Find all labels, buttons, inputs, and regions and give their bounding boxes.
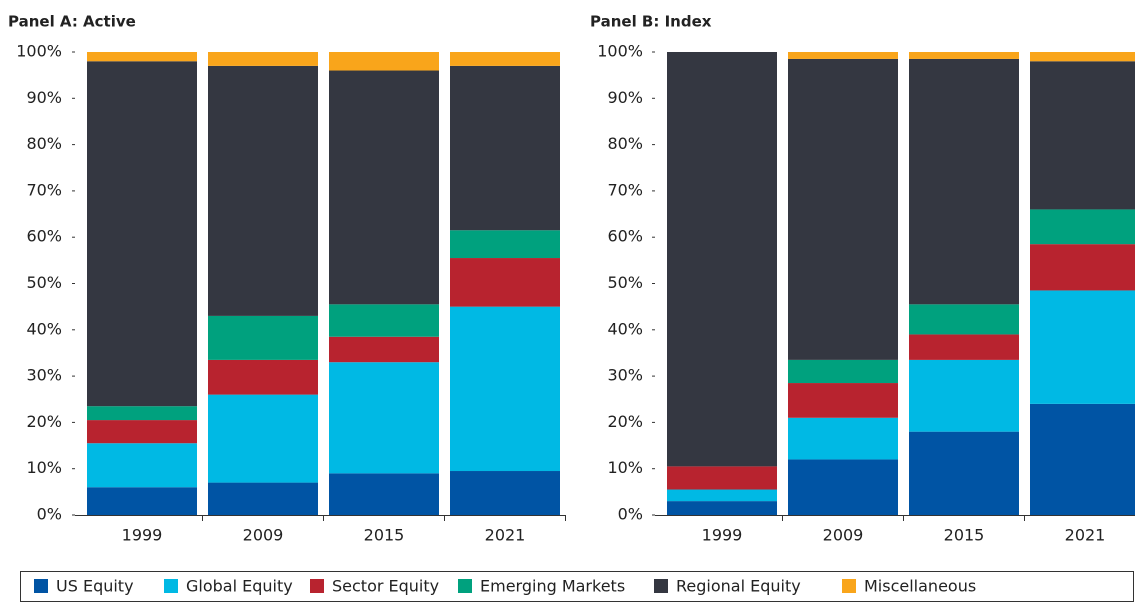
bar-segment bbox=[329, 362, 439, 474]
legend-label: Sector Equity bbox=[332, 577, 439, 596]
y-tick-label: 0% bbox=[618, 505, 643, 524]
y-tick-label: 60% bbox=[26, 227, 62, 246]
bar-segment bbox=[909, 431, 1019, 515]
y-tick-label: 0% bbox=[37, 505, 62, 524]
legend-swatch bbox=[842, 579, 856, 593]
bar-segment bbox=[1030, 290, 1135, 404]
bar-segment bbox=[788, 58, 898, 360]
legend-swatch bbox=[654, 579, 668, 593]
y-tick-label: 10% bbox=[607, 458, 643, 477]
bar-segment bbox=[87, 52, 197, 62]
bar-segment bbox=[788, 459, 898, 515]
legend-label: Global Equity bbox=[186, 577, 293, 596]
y-tick-label: 30% bbox=[607, 366, 643, 385]
y-tick-label: 80% bbox=[26, 134, 62, 153]
bar-segment bbox=[208, 65, 318, 316]
bar-segment bbox=[208, 394, 318, 483]
bar-segment bbox=[1030, 403, 1135, 515]
y-tick-label: 80% bbox=[607, 134, 643, 153]
bar-segment bbox=[667, 501, 777, 515]
y-tick-label: 70% bbox=[607, 180, 643, 199]
legend-swatch bbox=[34, 579, 48, 593]
bar-segment bbox=[450, 306, 560, 472]
y-tick-label: 40% bbox=[607, 319, 643, 338]
bar-segment bbox=[1030, 209, 1135, 245]
y-tick-label: 50% bbox=[26, 273, 62, 292]
y-tick-label: 20% bbox=[26, 412, 62, 431]
x-tick-label: 2021 bbox=[485, 526, 526, 545]
legend-label: Regional Equity bbox=[676, 577, 801, 596]
x-tick-label: 2009 bbox=[823, 526, 864, 545]
legend-label: US Equity bbox=[56, 577, 134, 596]
y-tick-label: 10% bbox=[26, 458, 62, 477]
bar-segment bbox=[87, 406, 197, 421]
bar-segment bbox=[87, 420, 197, 444]
bar-segment bbox=[788, 52, 898, 59]
y-tick-label: 60% bbox=[607, 227, 643, 246]
bar-segment bbox=[667, 52, 777, 467]
bar-segment bbox=[87, 61, 197, 407]
chart-title: Panel A: Active bbox=[8, 13, 136, 31]
x-tick-label: 2009 bbox=[243, 526, 284, 545]
x-tick-label: 1999 bbox=[702, 526, 743, 545]
bar-segment bbox=[450, 258, 560, 307]
x-tick-label: 2015 bbox=[944, 526, 985, 545]
bar-segment bbox=[208, 482, 318, 515]
bar-segment bbox=[667, 489, 777, 502]
bar-segment bbox=[667, 466, 777, 490]
bar-segment bbox=[909, 359, 1019, 432]
x-tick-label: 2021 bbox=[1065, 526, 1106, 545]
y-tick-label: 100% bbox=[16, 42, 62, 61]
y-tick-label: 90% bbox=[26, 88, 62, 107]
bar-segment bbox=[329, 336, 439, 363]
bar-segment bbox=[1030, 52, 1135, 62]
bar-segment bbox=[329, 304, 439, 337]
bar-segment bbox=[788, 417, 898, 460]
bar-segment bbox=[1030, 244, 1135, 291]
bar-segment bbox=[450, 65, 560, 231]
bar-segment bbox=[909, 304, 1019, 335]
bar-segment bbox=[329, 70, 439, 305]
bar-segment bbox=[909, 58, 1019, 305]
y-tick-label: 100% bbox=[597, 42, 643, 61]
y-tick-label: 70% bbox=[26, 180, 62, 199]
bar-segment bbox=[450, 230, 560, 259]
y-tick-label: 30% bbox=[26, 366, 62, 385]
y-tick-label: 50% bbox=[607, 273, 643, 292]
y-tick-label: 40% bbox=[26, 319, 62, 338]
bar-segment bbox=[909, 52, 1019, 59]
bar-segment bbox=[909, 334, 1019, 360]
bar-segment bbox=[450, 52, 560, 66]
bar-segment bbox=[329, 473, 439, 515]
bar-segment bbox=[788, 383, 898, 418]
legend-swatch bbox=[164, 579, 178, 593]
bar-segment bbox=[208, 315, 318, 360]
chart-title: Panel B: Index bbox=[590, 13, 712, 31]
bar-segment bbox=[1030, 61, 1135, 210]
x-tick-label: 1999 bbox=[122, 526, 163, 545]
bar-segment bbox=[329, 52, 439, 71]
y-tick-label: 90% bbox=[607, 88, 643, 107]
y-tick-label: 20% bbox=[607, 412, 643, 431]
bar-segment bbox=[788, 359, 898, 384]
legend-swatch bbox=[458, 579, 472, 593]
legend-label: Miscellaneous bbox=[864, 577, 976, 596]
legend-label: Emerging Markets bbox=[480, 577, 625, 596]
x-tick-label: 2015 bbox=[364, 526, 405, 545]
bar-segment bbox=[208, 52, 318, 66]
bar-segment bbox=[87, 443, 197, 488]
bar-segment bbox=[450, 471, 560, 515]
legend-swatch bbox=[310, 579, 324, 593]
bar-segment bbox=[208, 359, 318, 395]
bar-segment bbox=[87, 487, 197, 515]
